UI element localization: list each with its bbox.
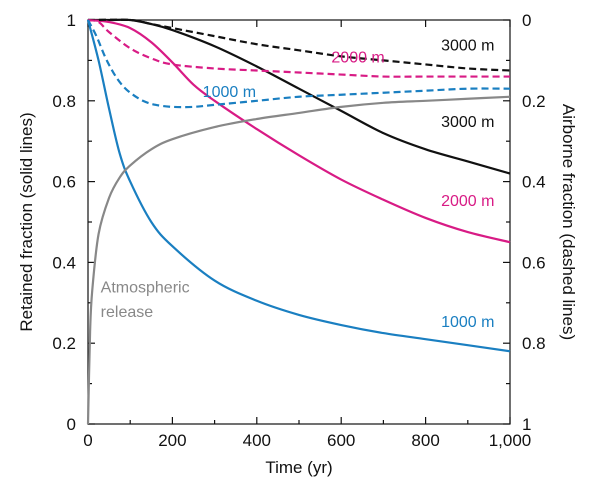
y-tick-label: 0.6 [52,173,76,192]
series-line-solid-3000-m [87,18,511,175]
series-line-solid-2000-m [87,18,511,244]
y-tick-label: 1 [67,11,76,30]
series-line-dashed-2000-m [87,18,510,78]
y2-tick-label: 0.6 [522,253,546,272]
x-tick-label: 600 [327,431,355,450]
y-tick-label: 0.4 [52,253,76,272]
series-label-atmospheric: Atmospheric [101,280,190,297]
series-line-solid-atmospheric-release [86,95,511,425]
series-line-solid-1000-m [86,19,511,353]
x-tick-label: 1,000 [489,431,532,450]
series-label-solid-1000: 1000 m [441,314,494,331]
ticks [87,19,511,425]
series-label-atmospheric: release [101,304,154,321]
x-tick-label: 400 [243,431,271,450]
series-label-solid-3000: 3000 m [441,114,494,131]
series-label-dashed-3000: 3000 m [441,37,494,54]
x-axis-title: Time (yr) [265,458,332,477]
tick-labels: 0 200 400 600 800 1,000 0 0.2 0.4 0.6 0.8 1 0 0.2 0.4 0… [52,11,545,450]
series-label-dashed-1000: 1000 m [203,84,256,101]
series-group [86,18,511,425]
y2-tick-label: 0.8 [522,334,546,353]
y2-tick-label: 1 [522,415,531,434]
series-label-dashed-2000: 2000 m [331,49,384,66]
series-line-dashed-1000-m [87,19,511,109]
y2-tick-label: 0 [522,11,531,30]
y-axis-title: Retained fraction (solid lines) [17,112,36,331]
y-tick-label: 0.8 [52,92,76,111]
y2-axis-title: Airborne fraction (dashed lines) [559,104,578,340]
y2-tick-label: 0.2 [522,92,546,111]
annotation-group: 3000 m 2000 m 1000 m 3000 m 2000 m 1000 m Atmo… [101,37,495,331]
y2-tick-label: 0.4 [522,173,546,192]
y-tick-label: 0.2 [52,334,76,353]
series-line-dashed-3000-m [87,18,511,72]
y-tick-label: 0 [67,415,76,434]
x-tick-label: 800 [411,431,439,450]
x-tick-label: 200 [158,431,186,450]
series-label-solid-2000: 2000 m [441,193,494,210]
x-tick-label: 0 [83,431,92,450]
